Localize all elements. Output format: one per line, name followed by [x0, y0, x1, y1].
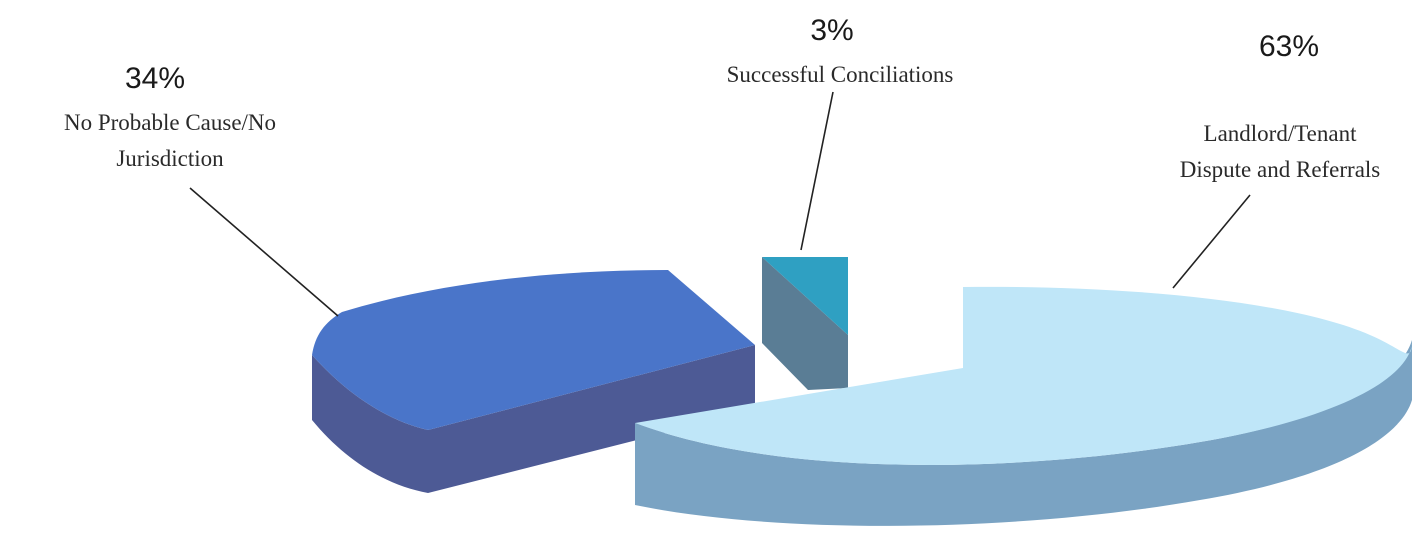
- slice-value-landlord-tenant: 63%: [1259, 30, 1319, 63]
- slice-no-probable-cause: [312, 270, 755, 493]
- slice-label-no-probable-cause-line2: Jurisdiction: [116, 146, 224, 171]
- leader-line-successful-conciliations: [800, 91, 834, 251]
- slice-no-probable-cause-top: [312, 270, 755, 430]
- slice-no-probable-cause-side: [312, 345, 755, 493]
- slice-label-successful-conciliations: Successful Conciliations: [727, 62, 954, 87]
- slice-landlord-tenant-top: [635, 286, 1412, 465]
- slice-successful-conciliations-side: [762, 257, 848, 390]
- leader-line-landlord-tenant: [1172, 194, 1251, 289]
- slice-landlord-tenant-side: [635, 340, 1412, 526]
- slice-successful-conciliations-top: [762, 257, 848, 335]
- slice-value-no-probable-cause: 34%: [125, 62, 185, 95]
- leader-line-no-probable-cause: [189, 187, 339, 317]
- slice-successful-conciliations: [762, 257, 848, 390]
- slice-landlord-tenant: [635, 286, 1412, 526]
- slice-label-landlord-tenant-line2: Dispute and Referrals: [1180, 157, 1381, 182]
- slice-value-successful-conciliations: 3%: [810, 14, 853, 47]
- slice-label-landlord-tenant-line1: Landlord/Tenant: [1204, 121, 1358, 146]
- slice-label-no-probable-cause-line1: No Probable Cause/No: [64, 110, 276, 135]
